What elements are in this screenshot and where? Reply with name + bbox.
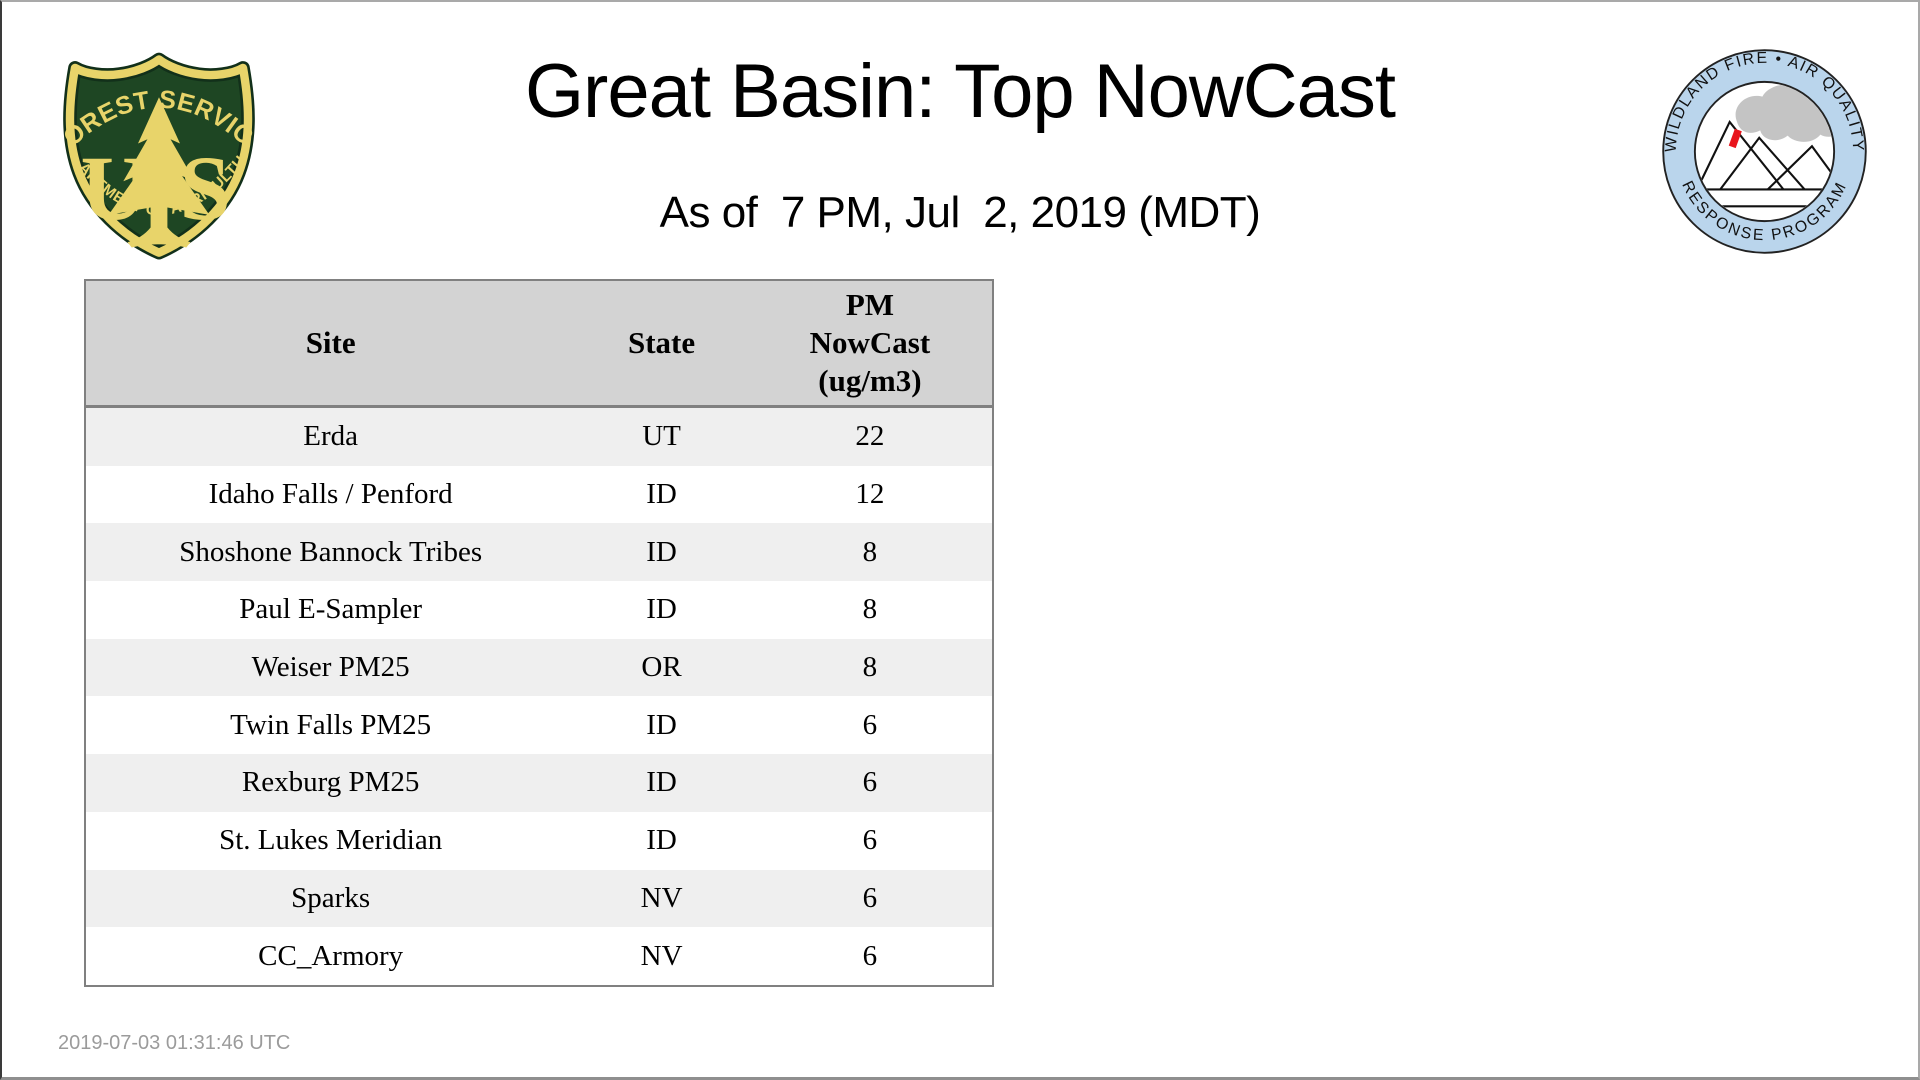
value-cell: 8 <box>862 651 878 684</box>
mountain-left-icon <box>1696 119 1785 191</box>
value-cell: 12 <box>855 478 885 511</box>
table-row: Weiser PM25 OR 8 <box>85 638 993 697</box>
state-cell: ID <box>646 535 677 568</box>
value-cell: 6 <box>862 708 878 741</box>
table-row: Erda UT 22 <box>85 406 993 466</box>
value-cell: 6 <box>862 766 878 799</box>
column-header-state: State <box>575 280 748 408</box>
state-cell: OR <box>641 651 682 684</box>
value-cell: 8 <box>862 593 878 626</box>
page-title: Great Basin: Top NowCast <box>524 49 1396 134</box>
value-cell: 22 <box>855 420 885 453</box>
state-cell: UT <box>642 420 681 453</box>
column-header-pm-nowcast: PM NowCast (ug/m3) <box>747 280 993 408</box>
nowcast-table: Site State PM NowCast (ug/m3) Erda UT 22… <box>84 279 994 987</box>
site-cell: Idaho Falls / Penford <box>208 478 453 511</box>
table-row: CC_Armory NV 6 <box>85 927 993 986</box>
table-row: Sparks NV 6 <box>85 869 993 928</box>
page-subtitle: As of 7 PM, Jul 2, 2019 (MDT) <box>659 188 1261 237</box>
footer-timestamp: 2019-07-03 01:31:46 UTC <box>58 1032 291 1054</box>
site-cell: Shoshone Bannock Tribes <box>179 535 483 568</box>
table-row: Rexburg PM25 ID 6 <box>85 754 993 812</box>
state-cell: ID <box>646 766 677 799</box>
table-row: St. Lukes Meridian ID 6 <box>85 811 993 870</box>
table-row: Twin Falls PM25 ID 6 <box>85 696 993 755</box>
fire-mark-icon <box>1728 128 1742 149</box>
table-row: Idaho Falls / Penford ID 12 <box>85 465 993 524</box>
state-cell: ID <box>646 824 677 857</box>
table-header: Site State PM NowCast (ug/m3) <box>85 280 993 408</box>
site-cell: Erda <box>303 420 359 453</box>
site-cell: Sparks <box>291 881 371 914</box>
state-cell: NV <box>640 939 683 972</box>
state-cell: ID <box>646 478 677 511</box>
fs-tree-icon <box>108 97 210 248</box>
site-cell: Rexburg PM25 <box>241 766 420 799</box>
state-cell: ID <box>646 708 677 741</box>
forest-service-logo-icon: FOREST SERVICE U S DEPARTMENT OF AGRICUL… <box>54 48 258 260</box>
state-cell: NV <box>640 881 683 914</box>
mountain-middle-icon <box>1719 136 1806 191</box>
value-cell: 8 <box>862 535 878 568</box>
mountain-right-icon <box>1766 144 1834 191</box>
value-cell: 6 <box>862 939 878 972</box>
table-row: Paul E-Sampler ID 8 <box>85 581 993 639</box>
state-cell: ID <box>646 593 677 626</box>
site-cell: St. Lukes Meridian <box>219 824 443 857</box>
site-cell: Weiser PM25 <box>251 651 410 684</box>
site-cell: CC_Armory <box>258 939 404 972</box>
table-row: Shoshone Bannock Tribes ID 8 <box>85 523 993 582</box>
value-cell: 6 <box>862 881 878 914</box>
wildland-fire-air-quality-logo-icon: WILDLAND FIRE • AIR QUALITY RESPONSE PRO… <box>1662 49 1867 254</box>
site-cell: Twin Falls PM25 <box>230 708 432 741</box>
value-cell: 6 <box>862 824 878 857</box>
site-cell: Paul E-Sampler <box>239 593 423 626</box>
column-header-site: Site <box>85 280 576 408</box>
